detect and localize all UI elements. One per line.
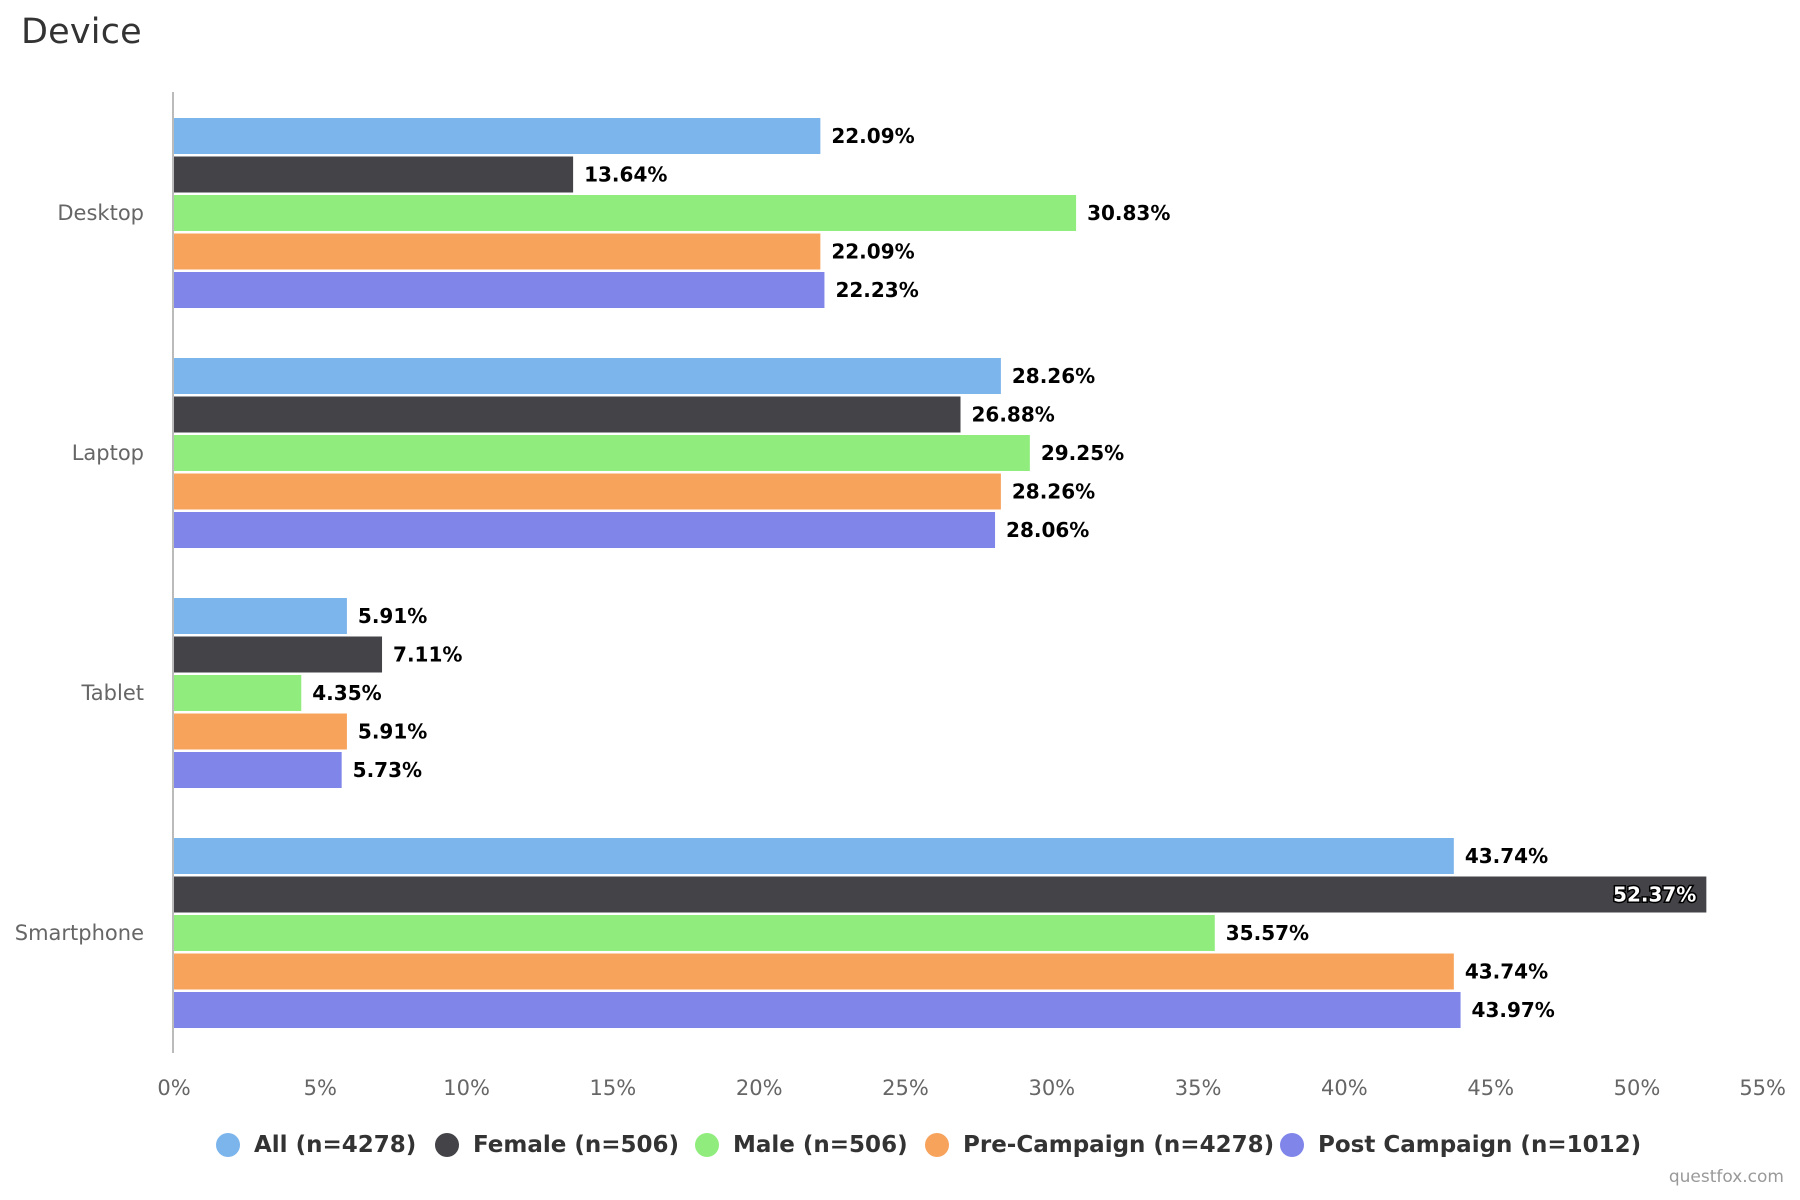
legend-item-0[interactable]: All (n=4278) <box>216 1132 416 1158</box>
bar-smartphone-series-1[interactable] <box>174 876 1707 913</box>
legend-label: Post Campaign (n=1012) <box>1318 1132 1642 1158</box>
bar-tablet-series-3[interactable] <box>174 713 347 750</box>
bar-desktop-series-4[interactable] <box>174 272 825 308</box>
data-label-tablet-series-1: 7.11% <box>393 643 462 667</box>
category-label-desktop: Desktop <box>57 201 144 225</box>
bar-tablet-series-0[interactable] <box>174 598 347 634</box>
bar-desktop-series-3[interactable] <box>174 233 821 270</box>
legend-dot-icon <box>695 1133 719 1157</box>
legend-label: Female (n=506) <box>473 1132 680 1158</box>
bar-tablet-series-4[interactable] <box>174 752 342 788</box>
data-label-desktop-series-4: 22.23% <box>835 278 918 302</box>
legend-dot-icon <box>216 1133 240 1157</box>
bar-smartphone-series-2[interactable] <box>174 915 1215 951</box>
data-label-tablet-series-0: 5.91% <box>358 604 427 628</box>
data-label-tablet-series-4: 5.73% <box>353 758 422 782</box>
bar-laptop-series-1[interactable] <box>174 396 961 433</box>
legend-item-4[interactable]: Post Campaign (n=1012) <box>1280 1132 1641 1158</box>
bar-smartphone-series-3[interactable] <box>174 953 1454 990</box>
category-axis-labels: Desktop Laptop Tablet Smartphone <box>15 201 144 945</box>
tick-label: 10% <box>443 1076 490 1100</box>
data-label-smartphone-series-1: 52.37% <box>1613 883 1696 907</box>
bar-laptop-series-4[interactable] <box>174 512 996 548</box>
tick-label: 45% <box>1467 1076 1514 1100</box>
legend-item-2[interactable]: Male (n=506) <box>695 1132 908 1158</box>
tick-label: 50% <box>1614 1076 1661 1100</box>
data-label-laptop-series-0: 28.26% <box>1012 364 1095 388</box>
tick-label: 0% <box>157 1076 190 1100</box>
data-label-tablet-series-3: 5.91% <box>358 720 427 744</box>
data-label-desktop-series-1: 13.64% <box>584 163 667 187</box>
tick-label: 55% <box>1739 1076 1786 1100</box>
legend-item-3[interactable]: Pre-Campaign (n=4278) <box>925 1132 1274 1158</box>
credits-link[interactable]: questfox.com <box>1668 1167 1784 1187</box>
data-label-desktop-series-0: 22.09% <box>831 124 914 148</box>
chart-title: Device <box>21 12 142 52</box>
legend-label: Pre-Campaign (n=4278) <box>963 1132 1275 1158</box>
legend-label: Male (n=506) <box>733 1132 908 1158</box>
data-label-laptop-series-2: 29.25% <box>1041 441 1124 465</box>
legend-dot-icon <box>925 1133 949 1157</box>
bar-laptop-series-3[interactable] <box>174 473 1001 510</box>
data-label-smartphone-series-4: 43.97% <box>1472 998 1555 1022</box>
bar-desktop-series-0[interactable] <box>174 118 821 154</box>
data-label-tablet-series-2: 4.35% <box>312 681 381 705</box>
data-label-desktop-series-3: 22.09% <box>831 240 914 264</box>
data-label-smartphone-series-3: 43.74% <box>1465 960 1548 984</box>
bars-layer <box>174 118 1707 1028</box>
bar-desktop-series-1[interactable] <box>174 156 574 193</box>
bar-laptop-series-0[interactable] <box>174 358 1001 394</box>
tick-label: 25% <box>882 1076 929 1100</box>
bar-laptop-series-2[interactable] <box>174 435 1030 471</box>
legend: All (n=4278) Female (n=506) Male (n=506) Pr… <box>0 1132 1800 1172</box>
data-label-desktop-series-2: 30.83% <box>1087 201 1170 225</box>
bar-desktop-series-2[interactable] <box>174 195 1077 231</box>
legend-dot-icon <box>1280 1133 1304 1157</box>
data-label-laptop-series-4: 28.06% <box>1006 518 1089 542</box>
category-label-smartphone: Smartphone <box>15 921 144 945</box>
tick-label: 5% <box>304 1076 337 1100</box>
tick-label: 30% <box>1028 1076 1075 1100</box>
tick-label: 15% <box>590 1076 637 1100</box>
data-labels-layer: 22.09% 13.64% 30.83% 22.09% 22.23% 28.26% 26.8… <box>312 124 1698 1022</box>
bar-tablet-series-1[interactable] <box>174 636 383 673</box>
data-label-laptop-series-3: 28.26% <box>1012 480 1095 504</box>
legend-label: All (n=4278) <box>254 1132 417 1158</box>
bar-tablet-series-2[interactable] <box>174 675 302 711</box>
bar-smartphone-series-0[interactable] <box>174 838 1454 874</box>
tick-label: 35% <box>1175 1076 1222 1100</box>
category-label-laptop: Laptop <box>72 441 144 465</box>
legend-item-1[interactable]: Female (n=506) <box>435 1132 679 1158</box>
data-label-laptop-series-1: 26.88% <box>972 403 1055 427</box>
value-axis-labels: 0% 5% 10% 15% 20% 25% 30% 35% 40% 45% 50% 55% <box>157 1076 1786 1100</box>
data-label-smartphone-series-2: 35.57% <box>1226 921 1309 945</box>
bar-smartphone-series-4[interactable] <box>174 992 1461 1028</box>
tick-label: 40% <box>1321 1076 1368 1100</box>
category-label-tablet: Tablet <box>80 681 144 705</box>
legend-dot-icon <box>435 1133 459 1157</box>
data-label-smartphone-series-0: 43.74% <box>1465 844 1548 868</box>
tick-label: 20% <box>736 1076 783 1100</box>
